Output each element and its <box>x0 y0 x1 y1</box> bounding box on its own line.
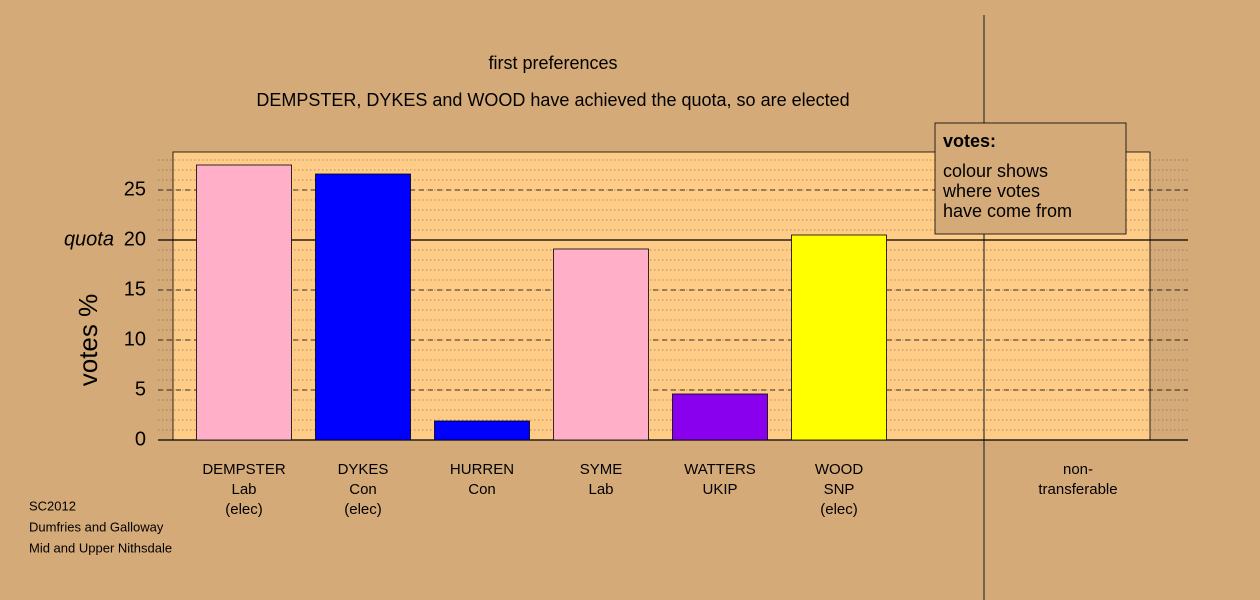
legend-text: colour shows <box>943 161 1048 181</box>
legend-text: have come from <box>943 201 1072 221</box>
x-tick-label: Lab <box>231 481 256 498</box>
footer-text: SC2012 <box>29 498 76 513</box>
x-tick-label: (elec) <box>225 501 263 518</box>
legend-title: votes: <box>943 131 996 151</box>
bar <box>196 164 292 441</box>
x-tick-label: WATTERS <box>684 461 756 478</box>
legend-box <box>934 122 1127 235</box>
x-tick-label: DEMPSTER <box>202 461 286 478</box>
y-tick-label: 20 <box>124 228 146 250</box>
x-tick-label: Lab <box>588 481 613 498</box>
y-tick-label: 25 <box>124 178 146 200</box>
y-tick-label: 10 <box>124 328 146 350</box>
bar <box>791 234 887 441</box>
x-tick-label: SYME <box>580 461 623 478</box>
quota-label: quota <box>64 228 114 250</box>
y-tick-label: 5 <box>135 378 146 400</box>
footer-text: Dumfries and Galloway <box>29 519 164 534</box>
x-tick-label: SNP <box>824 481 855 498</box>
y-axis-label: votes % <box>73 294 103 387</box>
chart-title: first preferences <box>488 53 617 73</box>
bar <box>672 393 768 441</box>
x-tick-label: HURREN <box>450 461 514 478</box>
x-tick-label: transferable <box>1038 481 1117 498</box>
footer-text: Mid and Upper Nithsdale <box>29 540 172 555</box>
x-tick-label: Con <box>349 481 377 498</box>
bar <box>315 173 411 441</box>
x-tick-label: DYKES <box>338 461 389 478</box>
x-tick-label: UKIP <box>702 481 737 498</box>
x-tick-label: Con <box>468 481 496 498</box>
x-tick-label: (elec) <box>820 501 858 518</box>
x-tick-label: WOOD <box>815 461 863 478</box>
y-tick-label: 15 <box>124 278 146 300</box>
x-tick-label: non- <box>1063 461 1093 478</box>
bar <box>553 248 649 441</box>
y-tick-label: 0 <box>135 428 146 450</box>
legend-text: where votes <box>942 181 1040 201</box>
chart-subtitle: DEMPSTER, DYKES and WOOD have achieved t… <box>256 90 849 110</box>
x-tick-label: (elec) <box>344 501 382 518</box>
bar <box>434 420 530 441</box>
